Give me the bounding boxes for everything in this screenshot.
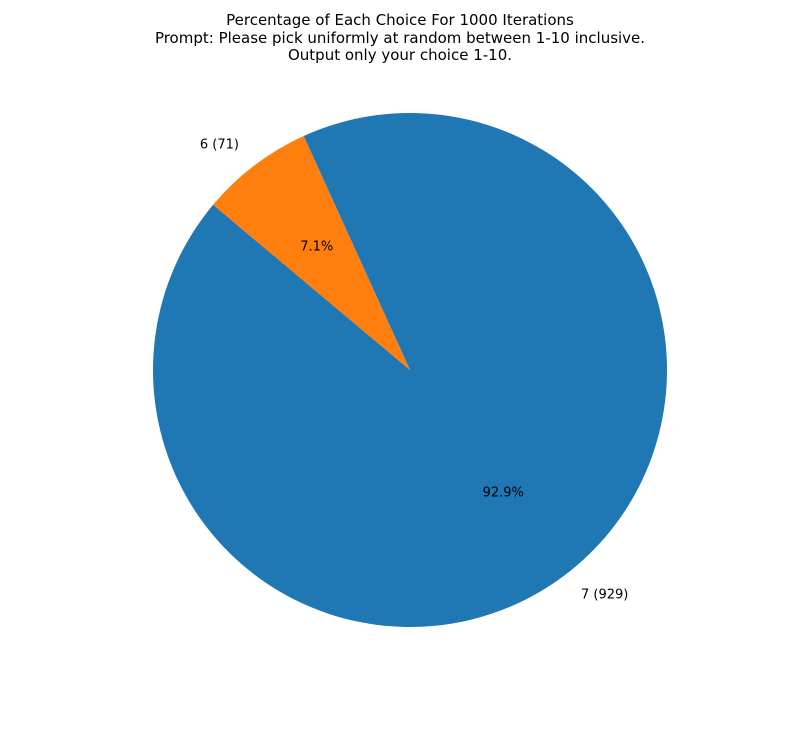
chart-title-line-3: Output only your choice 1-10. xyxy=(287,46,513,64)
pie-slice-1 xyxy=(153,112,667,627)
pie-category-label-2: 6 (71) xyxy=(200,137,239,152)
pie-labels: 92.9% 7 (929) 7.1% 6 (71) xyxy=(200,137,628,602)
chart-title-line-2: Prompt: Please pick uniformly at random … xyxy=(154,28,646,47)
chart-title-line-1: Percentage of Each Choice For 1000 Itera… xyxy=(226,11,574,29)
pie-slice-2 xyxy=(213,136,410,370)
pie-percent-label-1: 92.9% xyxy=(483,485,524,500)
pie-slices xyxy=(153,112,667,627)
pie-percent-label-2: 7.1% xyxy=(300,240,333,255)
chart-title: Percentage of Each Choice For 1000 Itera… xyxy=(0,11,800,65)
pie-category-label-1: 7 (929) xyxy=(581,588,628,603)
